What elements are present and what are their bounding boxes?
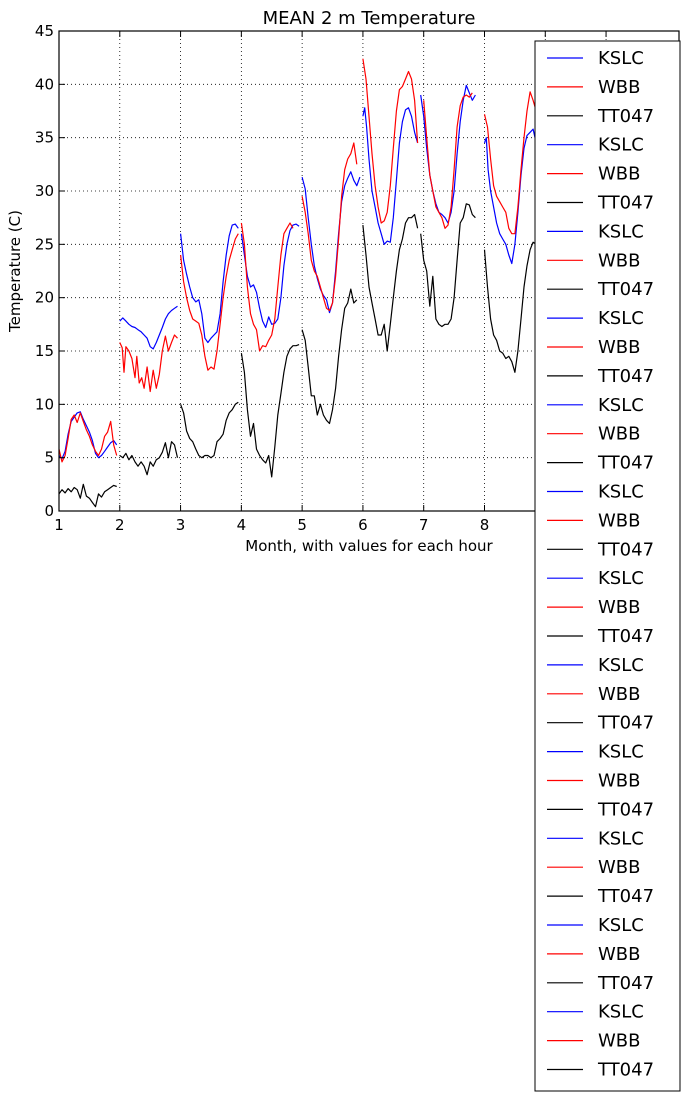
series-line-tt047 bbox=[119, 441, 179, 476]
x-tick-label: 7 bbox=[419, 516, 429, 534]
y-tick-label: 35 bbox=[35, 129, 54, 147]
series-line-tt047 bbox=[420, 203, 476, 328]
series-line-wbb bbox=[59, 412, 118, 463]
chart-title: MEAN 2 m Temperature bbox=[263, 8, 476, 29]
y-tick-label: 30 bbox=[35, 182, 54, 200]
legend-label: KSLC bbox=[598, 742, 644, 763]
legend-label: TT047 bbox=[597, 886, 654, 907]
legend-label: KSLC bbox=[598, 1002, 644, 1023]
legend-label: WBB bbox=[598, 337, 641, 358]
series-line-wbb bbox=[423, 92, 473, 229]
legend-label: TT047 bbox=[597, 626, 654, 647]
series-line-wbb bbox=[301, 142, 358, 312]
legend-label: TT047 bbox=[597, 713, 654, 734]
legend-items: KSLC WBB TT047 KSLC WBB TT047 KSLC WBB TT047 KSLC… bbox=[547, 48, 654, 1081]
legend-label: TT047 bbox=[597, 193, 654, 214]
series-line-tt047 bbox=[362, 213, 419, 352]
series-line-wbb bbox=[180, 233, 239, 371]
legend-label: KSLC bbox=[598, 482, 644, 503]
x-tick-label: 3 bbox=[176, 516, 186, 534]
x-tick-label: 1 bbox=[54, 516, 64, 534]
legend-label: KSLC bbox=[598, 135, 644, 156]
legend-label: TT047 bbox=[597, 799, 654, 820]
legend: KSLC WBB TT047 KSLC WBB TT047 KSLC WBB TT047 KSLC… bbox=[534, 40, 681, 1092]
legend-label: WBB bbox=[598, 77, 641, 98]
legend-label: WBB bbox=[598, 597, 641, 618]
legend-label: WBB bbox=[598, 164, 641, 185]
legend-box bbox=[534, 40, 681, 1092]
series-line-kslc bbox=[180, 223, 239, 344]
legend-label: WBB bbox=[598, 424, 641, 445]
legend-label: WBB bbox=[598, 944, 641, 965]
series-line-wbb bbox=[119, 334, 178, 393]
y-tick-label: 0 bbox=[44, 502, 54, 520]
series-line-wbb bbox=[483, 91, 540, 235]
legend-label: WBB bbox=[598, 857, 641, 878]
legend-label: WBB bbox=[598, 771, 641, 792]
y-tick-label: 5 bbox=[44, 449, 54, 467]
x-tick-label: 5 bbox=[297, 516, 307, 534]
series-line-wbb bbox=[362, 58, 419, 224]
y-axis-label: Temperature (C) bbox=[6, 210, 24, 333]
y-tick-label: 20 bbox=[35, 289, 54, 307]
series-line-kslc bbox=[240, 223, 300, 329]
series-line-tt047 bbox=[483, 240, 540, 373]
x-tick-label: 2 bbox=[115, 516, 125, 534]
legend-label: KSLC bbox=[598, 828, 644, 849]
legend-label: TT047 bbox=[597, 366, 654, 387]
legend-label: TT047 bbox=[597, 106, 654, 127]
legend-label: TT047 bbox=[597, 539, 654, 560]
legend-label: KSLC bbox=[598, 48, 644, 69]
x-tick-label: 8 bbox=[480, 516, 490, 534]
legend-label: KSLC bbox=[598, 395, 644, 416]
series-line-tt047 bbox=[59, 483, 117, 508]
series-line-tt047 bbox=[180, 401, 239, 459]
series-line-wbb bbox=[240, 222, 294, 352]
legend-label: KSLC bbox=[598, 568, 644, 589]
legend-label: TT047 bbox=[597, 453, 654, 474]
series-line-tt047 bbox=[301, 288, 358, 425]
legend-label: WBB bbox=[598, 250, 641, 271]
series-line-kslc bbox=[119, 305, 178, 350]
legend-label: KSLC bbox=[598, 655, 644, 676]
legend-label: WBB bbox=[598, 684, 641, 705]
legend-label: KSLC bbox=[598, 915, 644, 936]
y-tick-label: 45 bbox=[35, 22, 54, 40]
x-tick-label: 4 bbox=[237, 516, 247, 534]
legend-label: WBB bbox=[598, 510, 641, 531]
legend-label: KSLC bbox=[598, 221, 644, 242]
legend-label: WBB bbox=[598, 1031, 641, 1052]
series-line-kslc bbox=[362, 107, 419, 245]
legend-label: TT047 bbox=[597, 973, 654, 994]
x-axis-label: Month, with values for each hour bbox=[245, 537, 493, 555]
y-tick-label: 10 bbox=[35, 395, 54, 413]
series-line-tt047 bbox=[240, 344, 300, 478]
x-tick-label: 6 bbox=[358, 516, 368, 534]
legend-label: TT047 bbox=[597, 1060, 654, 1081]
y-tick-label: 40 bbox=[35, 75, 54, 93]
y-tick-label: 15 bbox=[35, 342, 54, 360]
legend-label: TT047 bbox=[597, 279, 654, 300]
y-tick-label: 25 bbox=[35, 235, 54, 253]
series-line-kslc bbox=[483, 128, 540, 265]
legend-label: KSLC bbox=[598, 308, 644, 329]
